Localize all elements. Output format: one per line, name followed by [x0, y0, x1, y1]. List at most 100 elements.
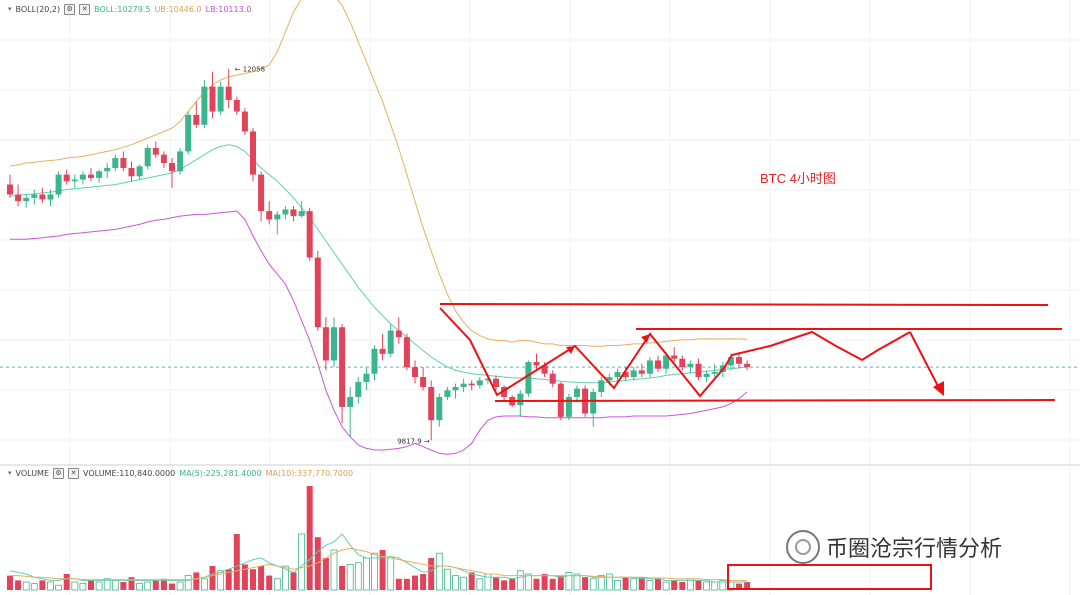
candle-body — [306, 211, 313, 258]
collapse-caret-icon[interactable]: ▾ — [8, 5, 12, 13]
settings-icon[interactable]: ⚙ — [64, 3, 76, 15]
volume-bar — [55, 584, 62, 591]
volume-bar — [387, 557, 395, 591]
volume-bar — [258, 566, 265, 590]
volume-bar — [703, 581, 710, 591]
volume-bar — [395, 578, 402, 590]
volume-bar — [525, 573, 532, 591]
volume-bar — [7, 575, 13, 590]
close-icon[interactable]: ✕ — [68, 467, 80, 479]
candle-body — [201, 86, 208, 125]
volume-bar — [200, 578, 208, 591]
candle-body — [266, 211, 273, 220]
candle-body — [169, 162, 175, 172]
candle-body — [258, 174, 265, 212]
price-marker-low: 9817.9 → — [397, 437, 430, 445]
candle-body — [476, 380, 483, 386]
candle-body — [47, 194, 54, 200]
volume-bar — [184, 575, 192, 591]
volume-bar — [719, 580, 727, 591]
candle-body — [217, 86, 224, 112]
volume-bar — [443, 568, 451, 591]
boll-indicator-label: BOLL(20,2) — [15, 4, 61, 14]
candle-body — [744, 363, 751, 368]
volume-bar — [744, 582, 751, 590]
volume-bar — [209, 566, 216, 590]
volume-bar — [63, 574, 70, 590]
volume-bar — [39, 580, 46, 590]
candle-body — [177, 151, 184, 172]
candle-body — [525, 362, 532, 394]
volume-bar — [176, 581, 184, 591]
candle-body — [460, 383, 467, 387]
candle-body — [484, 378, 491, 381]
volume-bar — [314, 537, 321, 590]
bollinger-bands — [9, 0, 748, 455]
candle-body — [160, 154, 167, 163]
zigzag-arrow-head — [566, 346, 575, 354]
volume-bar — [582, 577, 589, 590]
volume-bar — [435, 552, 443, 591]
volume-bar — [501, 580, 508, 590]
candle-body — [412, 367, 418, 378]
volume-bar — [573, 573, 581, 591]
volume-bar — [339, 566, 346, 590]
volume-bar — [22, 581, 30, 591]
volume-bar — [679, 582, 686, 590]
volume-bar — [420, 574, 427, 590]
volume-bar — [233, 534, 240, 590]
volume-bar — [15, 580, 22, 590]
candle-body — [298, 211, 305, 217]
volume-legend: ▾ VOLUME ⚙ ✕ VOLUME:110,840.0000 MA(5):2… — [8, 466, 353, 480]
candle-body — [395, 330, 402, 338]
settings-icon[interactable]: ⚙ — [53, 467, 65, 479]
volume-value: VOLUME:110,840.0000 — [83, 468, 176, 478]
candle-body — [339, 327, 346, 407]
volume-bar — [241, 564, 248, 590]
candle-body — [622, 372, 629, 378]
volume-bar — [662, 581, 670, 591]
price-markers: ← 12058 9817.9 → — [235, 66, 430, 446]
volume-bar — [217, 570, 225, 591]
chart-annotation: BTC 4小时图 — [760, 171, 836, 186]
volume-bar — [120, 582, 127, 590]
volume-bar — [630, 578, 638, 591]
volume-bar — [606, 573, 613, 591]
volume-bar — [290, 572, 297, 590]
candle-body — [436, 396, 443, 421]
candle-body — [493, 378, 499, 387]
close-icon[interactable]: ✕ — [79, 3, 91, 15]
candle-body — [322, 327, 329, 361]
candle-body — [614, 372, 621, 378]
volume-bar — [622, 577, 629, 590]
resistance-line-upper — [439, 303, 1049, 306]
boll-legend: ▾ BOLL(20,2) ⚙ ✕ BOLL:10279.5 UB:10446.0… — [8, 2, 251, 16]
forecast-arrow-head — [933, 381, 944, 396]
volume-bar — [428, 558, 435, 590]
candle-body — [590, 391, 597, 414]
candle-body — [112, 158, 119, 168]
collapse-caret-icon[interactable]: ▾ — [8, 469, 12, 477]
volume-bar — [403, 578, 410, 590]
candle-body — [79, 174, 86, 180]
volume-bar — [250, 569, 256, 590]
volume-bar — [136, 583, 144, 591]
volume-bar — [281, 565, 289, 591]
volume-bar — [128, 577, 135, 590]
candle-body — [646, 360, 653, 374]
candle-body — [185, 114, 192, 152]
candle-body — [363, 373, 370, 383]
volume-ma10-line — [10, 547, 748, 581]
volume-bar — [493, 577, 499, 590]
volume-bar — [144, 581, 152, 591]
volume-bar — [298, 533, 306, 591]
candle-body — [274, 214, 281, 220]
volume-bar — [47, 581, 54, 591]
candle-body — [39, 194, 46, 200]
candle-body — [128, 167, 135, 177]
volume-bar — [541, 574, 548, 590]
candle-body — [347, 396, 354, 407]
boll-mid-line — [9, 144, 748, 384]
watermark: 币圈沧宗行情分析 — [786, 530, 1002, 564]
candle-body — [606, 377, 613, 381]
